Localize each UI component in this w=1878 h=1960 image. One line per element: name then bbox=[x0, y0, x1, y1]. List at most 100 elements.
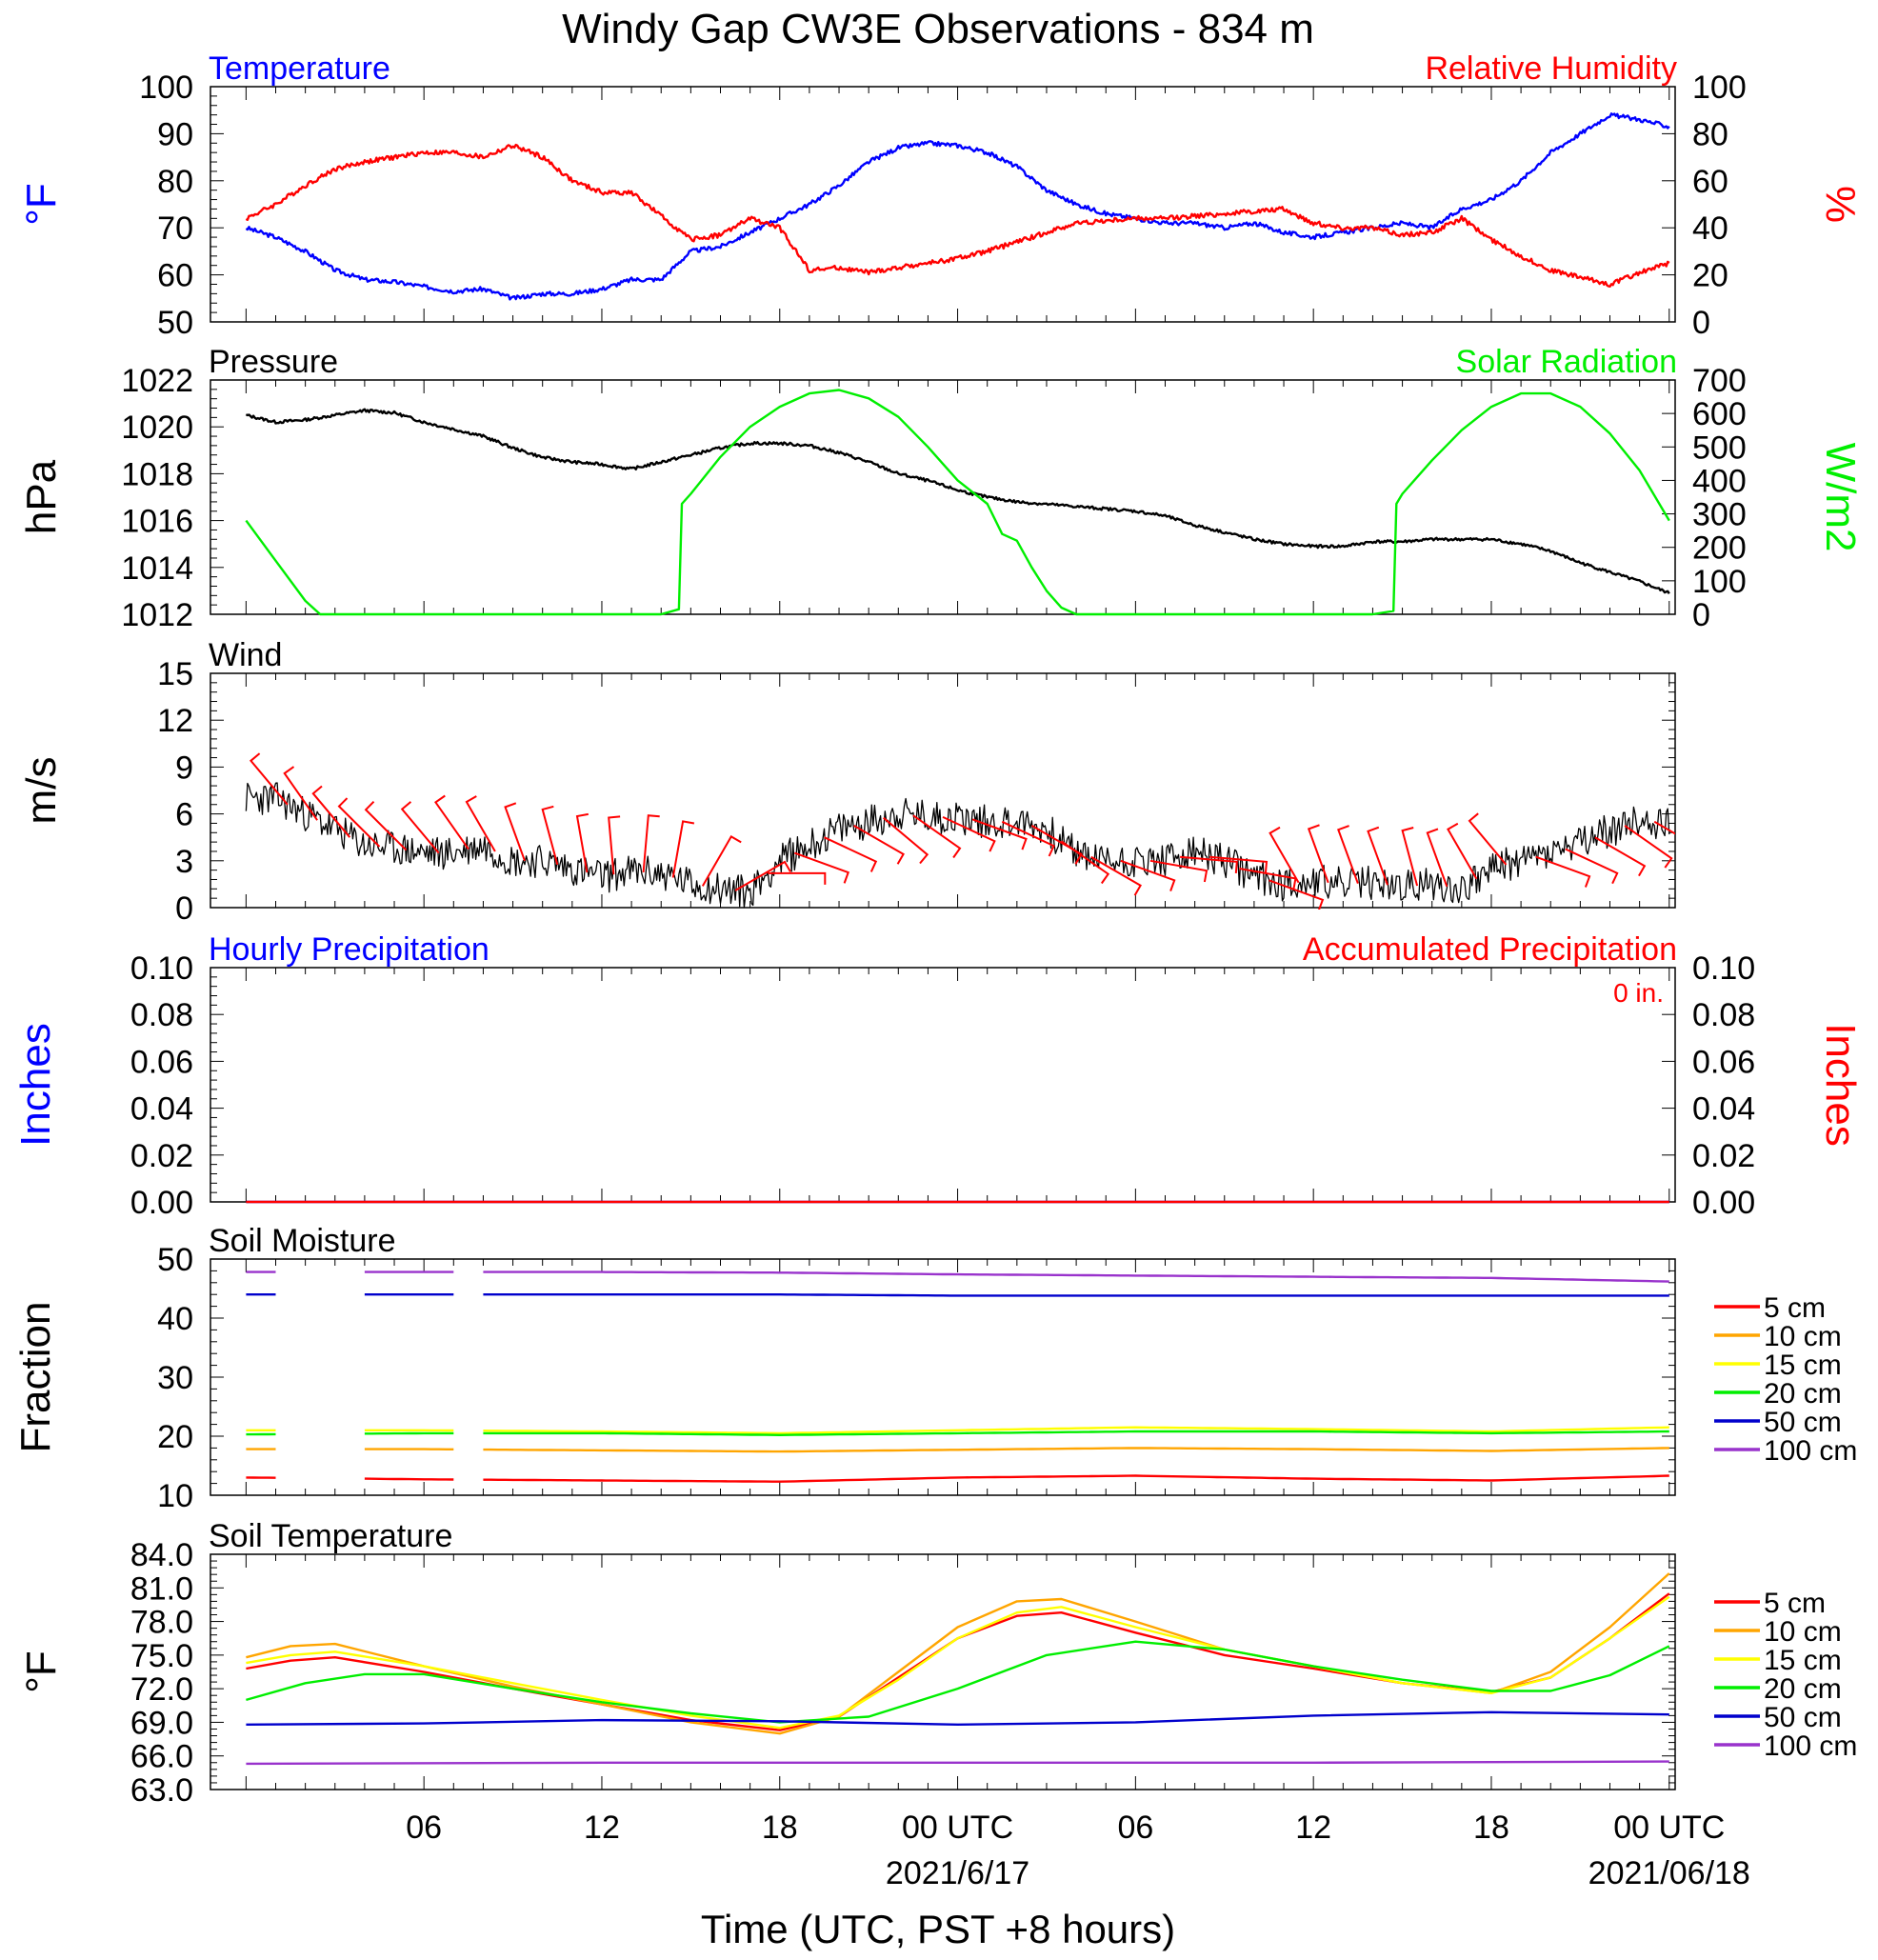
y-tick-label: 0 bbox=[175, 890, 193, 927]
panel-title-right: Accumulated Precipitation bbox=[1303, 931, 1677, 968]
legend-label: 5 cm bbox=[1764, 1588, 1826, 1619]
y-tick-label-right: 0.10 bbox=[1692, 950, 1755, 987]
wind-barb bbox=[1447, 822, 1478, 880]
wind-barb bbox=[1120, 859, 1176, 891]
y-tick-label: 0.08 bbox=[130, 997, 193, 1033]
y-tick-label: 12 bbox=[157, 703, 193, 739]
y-tick-label: 0.02 bbox=[130, 1138, 193, 1174]
series-line-5-cm bbox=[246, 1474, 1669, 1483]
wind-barb bbox=[1209, 855, 1269, 873]
wind-barb bbox=[671, 820, 695, 878]
y-tick-label: 1018 bbox=[121, 456, 193, 492]
wind-barb bbox=[1653, 820, 1675, 835]
series-group bbox=[246, 1270, 1669, 1483]
y-tick-label-right: 700 bbox=[1692, 363, 1747, 399]
panel-title-right: Solar Radiation bbox=[1456, 344, 1677, 380]
panel-title-left: Wind bbox=[209, 637, 282, 673]
y-tick-label: 84.0 bbox=[130, 1537, 193, 1573]
wind-barb bbox=[1269, 879, 1325, 910]
wind-barb bbox=[504, 802, 526, 862]
chart-title: Windy Gap CW3E Observations - 834 m bbox=[562, 6, 1314, 52]
panel-title-left: Soil Temperature bbox=[209, 1518, 452, 1554]
y-tick-label: 0.04 bbox=[130, 1091, 193, 1128]
wind-barb bbox=[768, 871, 827, 885]
wind-barb bbox=[1001, 820, 1055, 857]
wind-barb bbox=[1337, 825, 1359, 884]
y-axis-label-right: W/m2 bbox=[1817, 443, 1864, 552]
wind-barb bbox=[608, 815, 621, 875]
y-axis-label-right: % bbox=[1817, 186, 1864, 223]
y-axis-label-right: Inches bbox=[1817, 1023, 1864, 1147]
wind-barb bbox=[824, 836, 878, 872]
y-tick-label: 0.10 bbox=[130, 950, 193, 987]
wind-barb bbox=[1535, 855, 1591, 888]
legend-label: 100 cm bbox=[1764, 1730, 1857, 1762]
panel-title-left: Temperature bbox=[209, 50, 390, 87]
y-tick-label: 63.0 bbox=[130, 1772, 193, 1809]
wind-barb bbox=[311, 785, 351, 838]
wind-barb bbox=[541, 805, 559, 866]
x-tick-label: 18 bbox=[1473, 1810, 1509, 1846]
legend-label: 20 cm bbox=[1764, 1673, 1842, 1705]
y-tick-label: 1012 bbox=[121, 597, 193, 633]
y-tick-label-right: 0.08 bbox=[1692, 997, 1755, 1033]
y-tick-label-right: 0.00 bbox=[1692, 1185, 1755, 1221]
y-tick-label-right: 100 bbox=[1692, 70, 1747, 106]
y-tick-label-right: 300 bbox=[1692, 497, 1747, 533]
wind-barb bbox=[853, 825, 905, 865]
y-tick-label: 80 bbox=[157, 164, 193, 200]
x-tick-label: 00 UTC bbox=[1613, 1810, 1725, 1846]
series-line-temperature bbox=[245, 112, 1670, 301]
wind-barb bbox=[364, 800, 408, 851]
panel-soil-temperature: 63.066.069.072.075.078.081.084.0 Soil Tem… bbox=[18, 1518, 1857, 1809]
y-tick-label: 100 bbox=[139, 70, 193, 106]
legend-label: 15 cm bbox=[1764, 1645, 1842, 1676]
series-group bbox=[245, 389, 1670, 616]
panel-temperature: 50 60 70 80 90 100 0 20 40 60 80 100 Temperature Rela… bbox=[18, 50, 1864, 341]
y-axis-label-left: m/s bbox=[18, 757, 65, 825]
wind-barb bbox=[1149, 859, 1209, 883]
x-tick-label: 18 bbox=[762, 1810, 798, 1846]
y-tick-label-right: 200 bbox=[1692, 530, 1747, 567]
series-group bbox=[245, 112, 1670, 301]
x-tick-date: 2021/06/18 bbox=[1588, 1855, 1750, 1891]
panel-title-left: Pressure bbox=[209, 344, 338, 380]
wind-barb bbox=[434, 794, 470, 850]
y-tick-label: 40 bbox=[157, 1301, 193, 1337]
y-tick-label: 1014 bbox=[121, 550, 193, 587]
wind-barb bbox=[1307, 824, 1329, 884]
x-axis-title: Time (UTC, PST +8 hours) bbox=[701, 1907, 1175, 1951]
legend-label: 50 cm bbox=[1764, 1702, 1842, 1733]
series-line-50-cm bbox=[246, 1293, 1669, 1297]
wind-barb bbox=[1180, 855, 1238, 873]
panel-title-left: Soil Moisture bbox=[209, 1223, 396, 1259]
wind-barb bbox=[1269, 826, 1300, 884]
y-tick-label: 1020 bbox=[121, 410, 193, 446]
plot-frame bbox=[210, 86, 1676, 323]
plot-frame bbox=[210, 967, 1676, 1203]
wind-barb bbox=[1565, 848, 1619, 885]
wind-barb bbox=[575, 812, 589, 873]
series-line-50-cm bbox=[246, 1710, 1669, 1726]
wind-barb bbox=[400, 801, 440, 854]
series-line-100-cm bbox=[246, 1270, 1669, 1283]
wind-barb bbox=[883, 816, 929, 865]
y-axis-label-left: °F bbox=[18, 1650, 65, 1692]
y-tick-label-right: 80 bbox=[1692, 116, 1728, 152]
x-tick-label: 06 bbox=[406, 1810, 442, 1846]
wind-barb bbox=[1624, 825, 1673, 869]
y-tick-label: 90 bbox=[157, 116, 193, 152]
y-tick-label: 50 bbox=[157, 305, 193, 341]
wind-barb bbox=[701, 835, 742, 887]
y-tick-label-right: 400 bbox=[1692, 463, 1747, 499]
wind-barb bbox=[337, 797, 381, 848]
wind-barb bbox=[1401, 827, 1419, 887]
series-line-5-cm bbox=[246, 1592, 1670, 1731]
y-tick-label: 75.0 bbox=[130, 1638, 193, 1674]
y-tick-label-right: 60 bbox=[1692, 164, 1728, 200]
y-axis-label-left: hPa bbox=[18, 459, 65, 534]
series-line-15-cm bbox=[246, 1426, 1669, 1435]
panel-wind: 0 3 6 9 12 15 Wind m/s bbox=[18, 637, 1676, 927]
y-tick-label-right: 0.02 bbox=[1692, 1138, 1755, 1174]
wind-barb bbox=[1060, 840, 1110, 885]
